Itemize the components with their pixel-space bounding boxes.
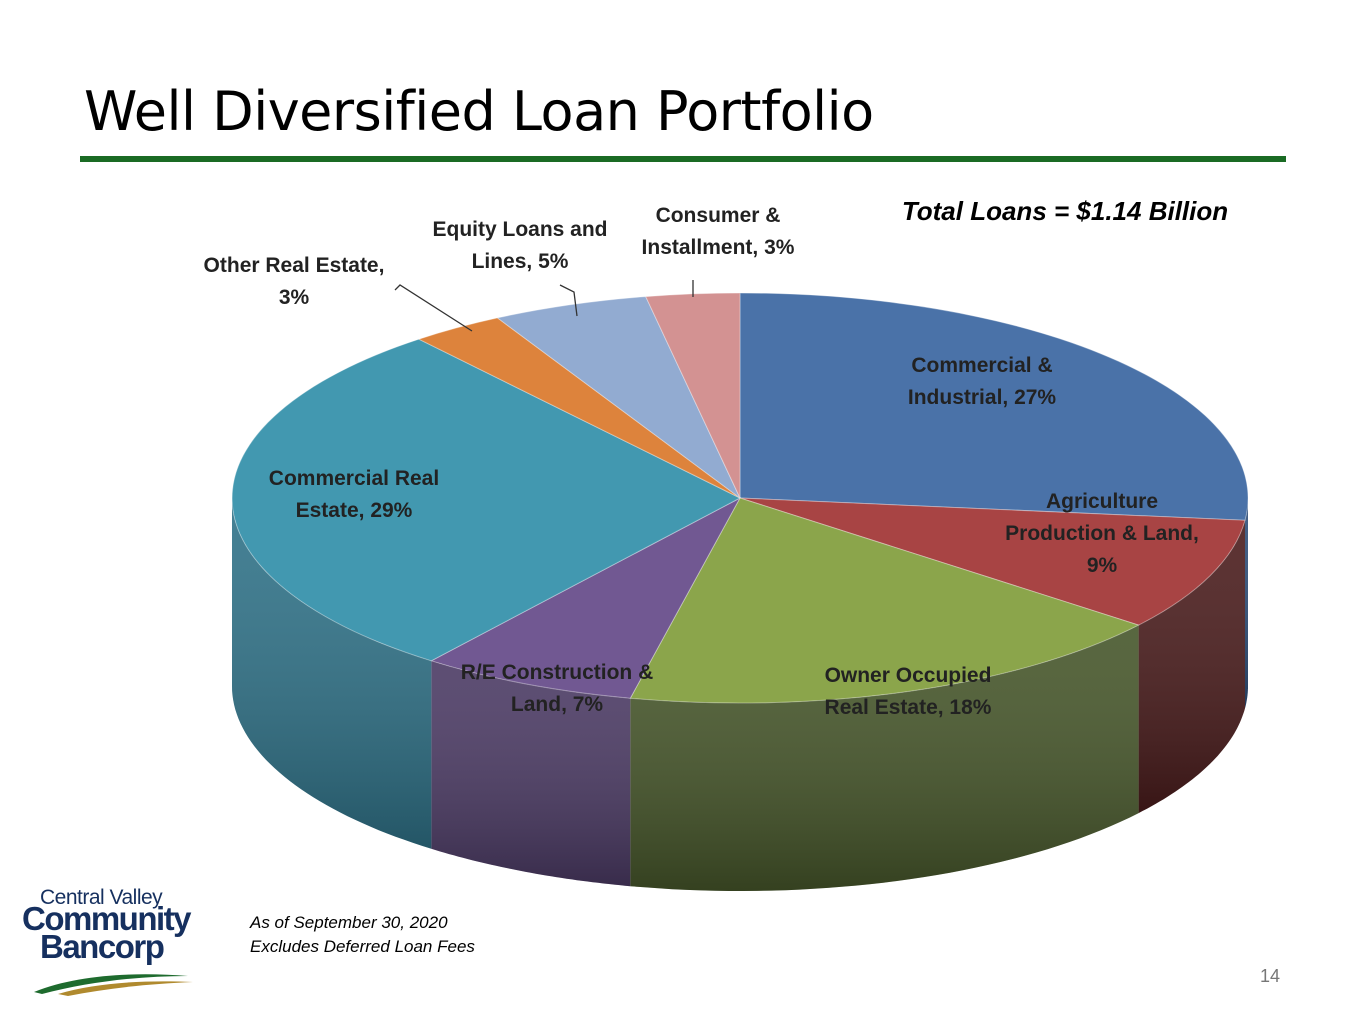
pie-label-5: Other Real Estate, 3% — [204, 254, 385, 309]
pie-label-line: Equity Loans and — [432, 218, 607, 241]
pie-label-line: 9% — [1087, 554, 1118, 577]
pie-label-line: Other Real Estate, — [204, 254, 385, 277]
pie-label-line: R/E Construction & — [461, 661, 654, 684]
pie-slice-0 — [739, 292, 1249, 521]
pie-label-line: Owner Occupied — [825, 664, 992, 687]
logo-swoosh-icon — [34, 974, 193, 996]
logo-text-line3: Bancorp — [40, 928, 165, 965]
footnote-exclusion: Excludes Deferred Loan Fees — [250, 937, 475, 956]
pie-side-walls — [232, 498, 1248, 891]
logo-text-line2: Community — [22, 900, 192, 937]
pie-slices — [231, 292, 1249, 704]
pie-label-line: Industrial, 27% — [908, 386, 1057, 409]
pie-label-3: R/E Construction & Land, 7% — [461, 661, 654, 716]
company-logo: Central Valley Community Bancorp — [18, 886, 203, 996]
pie-label-1: Agriculture Production & Land, 9% — [1005, 490, 1199, 577]
pie-label-line: Agriculture — [1046, 490, 1158, 513]
pie-side-shade-3 — [431, 660, 631, 887]
pie-label-2: Owner Occupied Real Estate, 18% — [825, 664, 992, 719]
logo-text-line1: Central Valley — [40, 886, 163, 909]
pie-slice-5 — [417, 317, 741, 499]
pie-label-line: Production & Land, — [1005, 522, 1199, 545]
pie-label-7: Consumer & Installment, 3% — [642, 204, 795, 259]
pie-label-line: Installment, 3% — [642, 236, 795, 259]
pie-label-line: Commercial Real — [269, 467, 439, 490]
pie-side-shade-0 — [1245, 498, 1248, 709]
footnote-date: As of September 30, 2020 — [250, 913, 448, 932]
pie-side-shade-4 — [232, 498, 432, 849]
pie-label-line: Land, 7% — [511, 693, 604, 716]
pie-leader-6 — [559, 284, 578, 317]
pie-label-line: Estate, 29% — [296, 499, 413, 522]
pie-label-line: Commercial & — [911, 354, 1052, 377]
total-loans-label: Total Loans = $1.14 Billion — [901, 196, 1229, 226]
pie-label-line: 3% — [279, 286, 310, 309]
pie-label-line: Consumer & — [656, 204, 781, 227]
pie-slice-labels: Commercial & Industrial, 27% Agriculture Pr… — [204, 204, 1199, 719]
page-number: 14 — [1259, 966, 1281, 986]
pie-label-line: Lines, 5% — [472, 250, 569, 273]
pie-label-6: Equity Loans and Lines, 5% — [432, 218, 607, 273]
pie-leader-5 — [394, 284, 473, 332]
pie-side-shade-1 — [1138, 520, 1245, 814]
pie-slice-3 — [429, 496, 742, 699]
pie-leader-lines — [394, 280, 694, 332]
pie-slice-1 — [739, 497, 1246, 626]
title-divider — [80, 156, 1286, 162]
pie-label-line: Real Estate, 18% — [825, 696, 992, 719]
slide-title: Well Diversified Loan Portfolio — [84, 80, 874, 143]
pie-slice-4 — [231, 338, 742, 662]
pie-slice-2 — [629, 497, 1140, 704]
pie-slice-6 — [496, 296, 741, 499]
footnote: As of September 30, 2020 Excludes Deferr… — [250, 911, 475, 959]
pie-label-4: Commercial Real Estate, 29% — [269, 467, 439, 522]
pie-side-shade-2 — [630, 625, 1139, 891]
pie-label-0: Commercial & Industrial, 27% — [908, 354, 1057, 409]
